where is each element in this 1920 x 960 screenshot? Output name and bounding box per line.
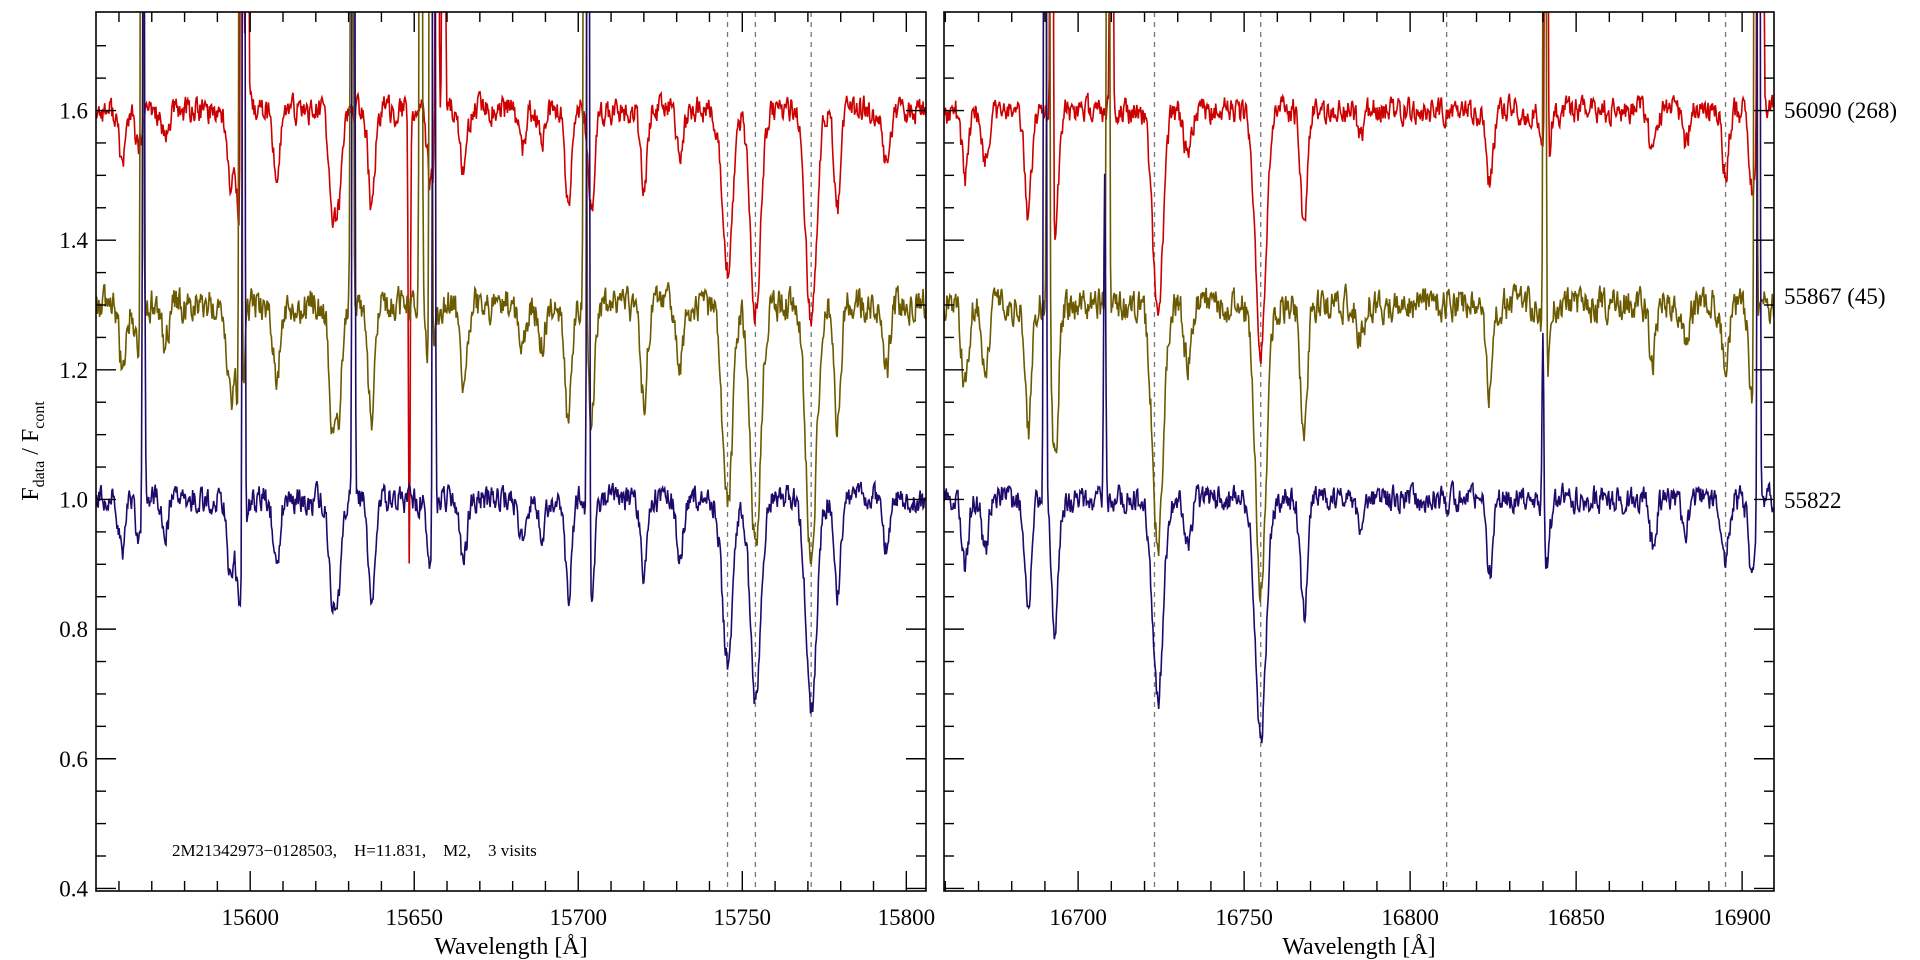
x-tick-label: 16900 (1713, 905, 1771, 930)
x-axis-label: Wavelength [Å] (1282, 934, 1435, 960)
y-tick-label: 0.4 (59, 876, 88, 901)
x-tick-label: 16700 (1049, 905, 1107, 930)
spectrum-line-56090-panel-0 (96, 12, 926, 564)
star-annotation: 2M21342973−0128503, H=11.831, M2, 3 visi… (172, 841, 537, 860)
legend-label-55867: 55867 (45) (1784, 284, 1886, 309)
x-tick-label: 16750 (1215, 905, 1273, 930)
y-tick-label: 0.8 (59, 617, 88, 642)
x-tick-label: 16800 (1381, 905, 1439, 930)
spectrum-line-56090-panel-1 (944, 12, 1774, 364)
panel-frame (943, 11, 1775, 892)
y-tick-label: 1.0 (59, 487, 88, 512)
x-tick-label: 16850 (1547, 905, 1605, 930)
x-tick-label: 15800 (878, 905, 936, 930)
y-axis-label: Fdata / Fcont (18, 401, 48, 501)
spectra-group (944, 12, 1774, 744)
panel-0: 15600 15650 15700 15750 15800 Wavelength [Å] 0… (59, 11, 936, 960)
y-tick-label: 1.4 (59, 228, 88, 253)
legend-label-56090: 56090 (268) (1784, 98, 1897, 123)
x-axis-label: Wavelength [Å] (434, 934, 587, 960)
legend-label-55822: 55822 (1784, 488, 1842, 513)
spectrum-line-55867-panel-0 (96, 12, 926, 566)
y-axis-label-main: F (18, 487, 44, 500)
panel-1: 16700 16750 16800 16850 16900 Wavelength [Å] (943, 11, 1775, 960)
spectrum-line-55822-panel-1 (944, 12, 1774, 744)
x-tick-label: 15750 (714, 905, 772, 930)
x-tick-label: 15650 (385, 905, 443, 930)
x-tick-label: 15700 (550, 905, 608, 930)
y-tick-label: 1.2 (59, 358, 88, 383)
spectra-group (96, 12, 926, 714)
x-tick-label: 15600 (221, 905, 279, 930)
y-tick-label: 1.6 (59, 99, 88, 124)
y-tick-label: 0.6 (59, 747, 88, 772)
y-axis-label-sep: / F (18, 429, 44, 461)
y-axis-label-sub-data: data (31, 461, 48, 488)
spectrum-line-55822-panel-0 (96, 12, 926, 714)
panel-frame (95, 11, 927, 892)
y-axis-label-sub-cont: cont (31, 401, 48, 429)
spectrum-line-55867-panel-1 (944, 12, 1774, 603)
